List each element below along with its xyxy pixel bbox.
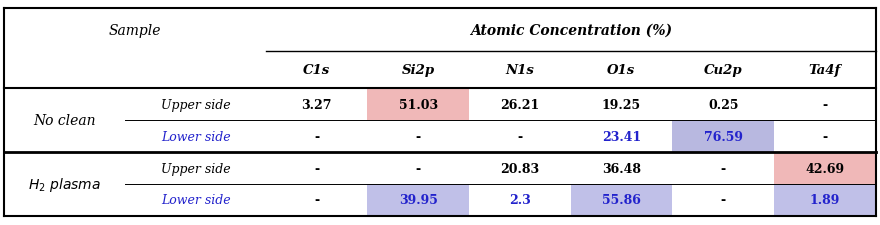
Text: 51.03: 51.03	[399, 98, 437, 111]
Text: 39.95: 39.95	[399, 194, 437, 207]
Text: Upper side: Upper side	[161, 98, 231, 111]
Text: 42.69: 42.69	[805, 162, 844, 175]
Text: 2.3: 2.3	[509, 194, 531, 207]
Bar	[672, 121, 774, 153]
Text: -: -	[415, 130, 421, 143]
Text: Si2p: Si2p	[401, 64, 435, 77]
Bar	[368, 89, 469, 121]
Text: Lower side: Lower side	[161, 130, 231, 143]
Text: Upper side: Upper side	[161, 162, 231, 175]
Text: Lower side: Lower side	[161, 194, 231, 207]
Text: Cu2p: Cu2p	[704, 64, 743, 77]
Text: N1s: N1s	[505, 64, 534, 77]
Text: 19.25: 19.25	[602, 98, 641, 111]
Text: Ta4f: Ta4f	[809, 64, 841, 77]
Bar	[368, 184, 469, 216]
Bar	[774, 184, 876, 216]
Text: 3.27: 3.27	[301, 98, 332, 111]
Text: 36.48: 36.48	[602, 162, 641, 175]
Text: -: -	[721, 194, 726, 207]
Text: -: -	[314, 130, 319, 143]
Bar	[774, 153, 876, 184]
Text: Atomic Concentration (%): Atomic Concentration (%)	[470, 23, 671, 37]
Text: 26.21: 26.21	[500, 98, 539, 111]
Text: -: -	[314, 194, 319, 207]
Text: 55.86: 55.86	[602, 194, 641, 207]
Text: -: -	[822, 98, 827, 111]
Text: -: -	[822, 130, 827, 143]
Text: 76.59: 76.59	[704, 130, 743, 143]
Text: 1.89: 1.89	[810, 194, 840, 207]
Text: -: -	[415, 162, 421, 175]
Text: O1s: O1s	[607, 64, 635, 77]
Text: No clean: No clean	[33, 114, 96, 128]
Text: 0.25: 0.25	[708, 98, 738, 111]
Text: $\mathit{H_2}$ $\mathit{plasma}$: $\mathit{H_2}$ $\mathit{plasma}$	[28, 175, 101, 193]
Text: 23.41: 23.41	[602, 130, 642, 143]
Text: -: -	[721, 162, 726, 175]
Text: -: -	[517, 130, 523, 143]
Text: 20.83: 20.83	[501, 162, 539, 175]
Text: -: -	[314, 162, 319, 175]
Text: Sample: Sample	[109, 23, 161, 37]
Bar	[571, 184, 672, 216]
Text: C1s: C1s	[303, 64, 330, 77]
